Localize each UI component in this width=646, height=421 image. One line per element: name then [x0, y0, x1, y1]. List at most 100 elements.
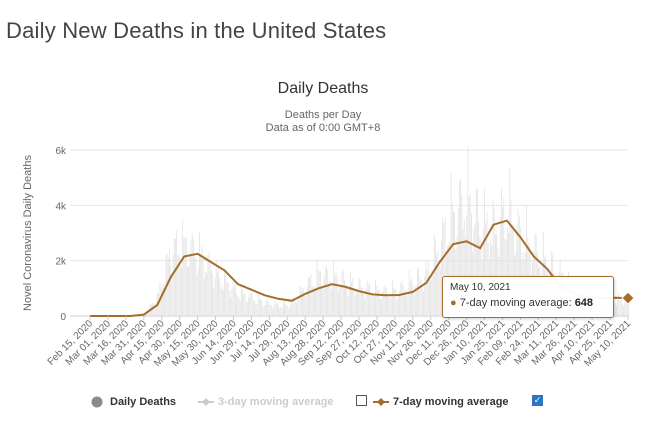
daily-deaths-bar	[369, 282, 370, 316]
daily-deaths-bar	[618, 293, 620, 316]
checkbox-7day-average[interactable]: ✓	[532, 395, 543, 406]
daily-deaths-bar	[512, 224, 514, 316]
daily-deaths-bar	[225, 273, 227, 316]
daily-deaths-bar	[282, 302, 284, 316]
daily-deaths-bar	[419, 278, 421, 316]
daily-deaths-bar	[173, 238, 175, 316]
daily-deaths-bar	[239, 300, 241, 316]
daily-deaths-bar	[167, 257, 169, 316]
daily-deaths-bar	[191, 233, 193, 316]
daily-deaths-bar	[462, 229, 464, 316]
daily-deaths-bar	[435, 240, 436, 316]
daily-deaths-bar	[185, 236, 187, 316]
daily-deaths-bar	[474, 223, 476, 316]
daily-deaths-bar	[411, 277, 412, 316]
legend-item-7day-average[interactable]: 7-day moving average	[373, 395, 509, 409]
daily-deaths-bar	[155, 301, 157, 316]
daily-deaths-bar	[154, 306, 156, 316]
daily-deaths-bar	[158, 292, 160, 316]
daily-deaths-bar	[426, 269, 428, 316]
legend-item-daily-deaths[interactable]: Daily Deaths	[90, 395, 176, 409]
daily-deaths-bar	[261, 300, 263, 316]
daily-deaths-bar	[163, 283, 164, 316]
daily-deaths-bar	[306, 286, 308, 316]
daily-deaths-bar	[471, 213, 472, 316]
daily-deaths-bar	[196, 274, 198, 316]
daily-deaths-bar	[175, 238, 176, 316]
daily-deaths-bar	[613, 303, 615, 316]
legend-item-3day-average[interactable]: 3-day moving average	[198, 395, 334, 409]
daily-deaths-bar	[389, 298, 391, 316]
daily-deaths-bar	[437, 250, 439, 316]
daily-deaths-bar	[436, 254, 438, 316]
daily-deaths-bar	[181, 268, 182, 316]
daily-deaths-bar	[420, 280, 422, 316]
daily-deaths-bar	[238, 297, 240, 316]
daily-deaths-bar	[240, 285, 242, 316]
daily-deaths-bar	[330, 289, 332, 316]
daily-deaths-bar	[438, 266, 440, 316]
daily-deaths-bar	[405, 290, 406, 316]
daily-deaths-bar	[178, 255, 180, 316]
daily-deaths-bar	[362, 287, 363, 316]
daily-deaths-bar	[324, 267, 326, 316]
tooltip-date: May 10, 2021	[450, 282, 511, 293]
daily-deaths-bar	[270, 305, 272, 316]
daily-deaths-bar	[460, 178, 462, 316]
legend-label-7day-average: 7-day moving average	[393, 396, 509, 408]
daily-deaths-bar	[242, 290, 243, 316]
daily-deaths-bar	[617, 299, 619, 316]
daily-deaths-bar	[496, 233, 497, 316]
daily-deaths-bar	[284, 301, 285, 316]
daily-deaths-bar	[382, 291, 384, 316]
tooltip-point-marker[interactable]	[621, 291, 635, 305]
daily-deaths-bar	[534, 233, 536, 316]
daily-deaths-bar	[616, 305, 617, 316]
daily-deaths-bar	[164, 287, 166, 316]
daily-deaths-bar	[252, 300, 254, 316]
daily-deaths-bar	[421, 283, 423, 316]
daily-deaths-bar	[406, 296, 408, 316]
daily-deaths-bar	[517, 209, 519, 316]
daily-deaths-bar	[376, 285, 378, 316]
legend-label-3day-average: 3-day moving average	[218, 396, 334, 408]
daily-deaths-bar	[266, 300, 267, 316]
daily-deaths-bar	[279, 308, 281, 316]
daily-deaths-bar	[169, 248, 170, 316]
daily-deaths-bar	[317, 269, 319, 316]
daily-deaths-bar	[300, 287, 302, 316]
daily-deaths-bar	[535, 233, 537, 316]
daily-deaths-bar	[365, 288, 367, 316]
daily-deaths-bar	[619, 300, 621, 316]
daily-deaths-bar	[209, 263, 211, 316]
daily-deaths-bar	[199, 231, 200, 316]
daily-deaths-bar	[280, 306, 282, 316]
daily-deaths-bar	[509, 168, 511, 316]
daily-deaths-bar	[359, 279, 361, 316]
daily-deaths-bar	[628, 297, 629, 316]
daily-deaths-bar	[495, 234, 496, 316]
daily-deaths-bar	[292, 302, 294, 316]
daily-deaths-bar	[358, 277, 360, 316]
daily-deaths-bar	[187, 267, 188, 316]
checkbox-3day-average[interactable]	[356, 395, 367, 406]
daily-deaths-bar	[399, 291, 400, 316]
daily-deaths-bar	[397, 295, 399, 316]
daily-deaths-bar	[444, 218, 446, 316]
y-tick-label: 4k	[55, 201, 67, 212]
daily-deaths-bar	[260, 299, 261, 316]
daily-deaths-bar	[208, 251, 210, 316]
daily-deaths-bar	[215, 259, 217, 316]
daily-deaths-bar	[214, 278, 216, 316]
daily-deaths-bar	[268, 302, 270, 316]
daily-deaths-bar	[177, 255, 179, 316]
daily-deaths-bar	[303, 287, 305, 316]
daily-deaths-bar	[486, 212, 488, 316]
daily-deaths-bar	[457, 209, 459, 316]
daily-deaths-bar	[390, 296, 392, 316]
daily-deaths-bar	[402, 285, 404, 316]
daily-deaths-bar	[233, 286, 235, 316]
daily-deaths-bar	[146, 311, 148, 316]
daily-deaths-bar	[508, 233, 509, 316]
daily-deaths-bar	[251, 293, 253, 316]
